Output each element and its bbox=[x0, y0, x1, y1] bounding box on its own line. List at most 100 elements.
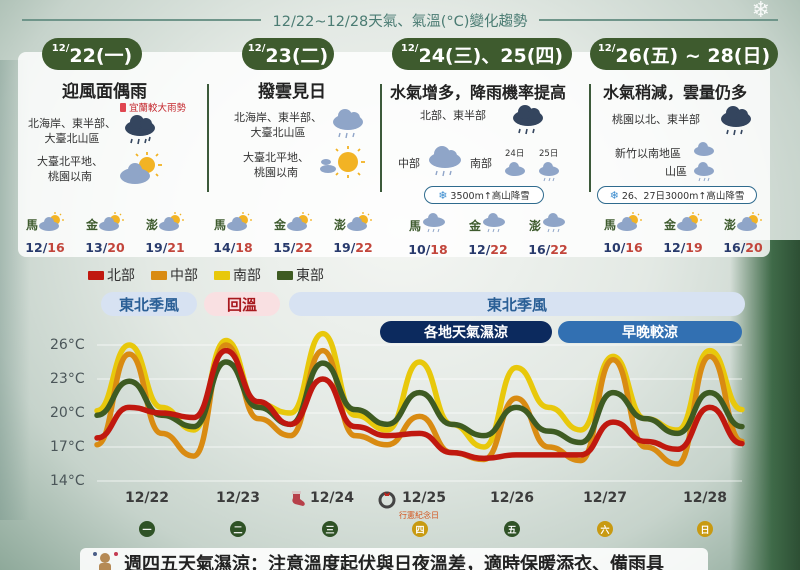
legend-swatch bbox=[88, 270, 104, 280]
forecast-panel bbox=[18, 52, 770, 257]
title-divider-left bbox=[22, 19, 261, 21]
legend-item-east: 東部 bbox=[277, 265, 324, 285]
date-month: 12/ bbox=[247, 42, 266, 54]
weekday-marker: 六 bbox=[597, 521, 613, 537]
island-temperature: 19/22 bbox=[333, 240, 373, 255]
snowflake-icon: ❄ bbox=[438, 188, 448, 202]
y-tick-14: 14°C bbox=[50, 473, 85, 489]
region-label-northeast: 北海岸、東半部、 大臺北山區 bbox=[28, 117, 116, 145]
island-temperature: 14/18 bbox=[213, 240, 253, 255]
x-tick-12-24: 12/24 bbox=[309, 490, 355, 506]
island-temperature: 10/16 bbox=[603, 240, 643, 255]
partly-sunny-icon bbox=[286, 212, 312, 236]
island-name: 金 bbox=[273, 217, 286, 232]
warning-note: 宜蘭較大雨勢 bbox=[120, 100, 186, 114]
region-label-central: 中部 bbox=[398, 157, 420, 170]
legend-swatch bbox=[277, 270, 293, 280]
light-rain-cloud-icon bbox=[429, 146, 461, 177]
weekday-marker: 日 bbox=[697, 521, 713, 537]
x-tick-12-28: 12/28 bbox=[682, 490, 728, 506]
series-line bbox=[94, 347, 745, 462]
partly-sunny-icon bbox=[98, 212, 124, 236]
series-line bbox=[94, 359, 745, 446]
headline-12-23: 撥雲見日 bbox=[258, 82, 326, 102]
island-name: 馬 bbox=[25, 217, 38, 232]
island-forecast: 馬 12/16 bbox=[22, 212, 68, 255]
region-label-south: 南部 bbox=[470, 157, 492, 170]
island-name: 馬 bbox=[408, 218, 421, 233]
footer-tip: 週四五天氣濕涼：注意溫度起伏與日夜溫差，適時保暖添衣、備雨具 bbox=[80, 548, 708, 570]
legend-item-central: 中部 bbox=[151, 265, 198, 285]
headline-12-26-28: 水氣稍減，雲量仍多 bbox=[603, 83, 748, 102]
light-rain-cloud-icon bbox=[333, 109, 363, 139]
island-name: 馬 bbox=[213, 217, 226, 232]
page-title: 12/22~12/28天氣、氣溫(°C)變化趨勢 bbox=[272, 13, 528, 30]
y-tick-26: 26°C bbox=[50, 337, 85, 353]
region-label-south: 新竹以南地區 bbox=[615, 147, 681, 160]
snowflake-decoration-icon: ❄ bbox=[751, 0, 770, 23]
date-month: 12/ bbox=[51, 42, 70, 54]
x-tick-12-25: 12/25 bbox=[401, 490, 447, 506]
island-forecast: 馬 14/18 bbox=[210, 212, 256, 255]
island-forecast: 金 13/20 bbox=[82, 212, 128, 255]
weekday-marker: 一 bbox=[139, 521, 155, 537]
island-forecast: 澎 19/22 bbox=[330, 212, 376, 255]
band-cool-mornings: 早晚較涼 bbox=[558, 321, 742, 343]
partly-sunny-icon bbox=[38, 212, 64, 236]
page-title-row: 12/22~12/28天氣、氣溫(°C)變化趨勢 bbox=[22, 10, 779, 30]
warning-icon bbox=[120, 103, 126, 112]
island-temperature: 19/21 bbox=[145, 240, 185, 255]
legend-item-south: 南部 bbox=[214, 265, 261, 285]
island-temperature: 12/16 bbox=[25, 240, 65, 255]
rain-icon bbox=[421, 212, 447, 238]
chart-legend: 北部 中部 南部 東部 bbox=[88, 265, 324, 285]
partly-sunny-icon bbox=[346, 212, 372, 236]
island-forecast: 澎 16/20 bbox=[720, 212, 766, 255]
cloud-icon bbox=[694, 142, 714, 156]
island-name: 金 bbox=[85, 217, 98, 232]
title-divider-right bbox=[539, 19, 779, 21]
island-temperature: 15/22 bbox=[273, 240, 313, 255]
island-temperature: 12/22 bbox=[468, 242, 508, 257]
island-temperature: 16/20 bbox=[723, 240, 763, 255]
band-ne-monsoon-1: 東北季風 bbox=[101, 292, 197, 316]
region-label-mountain: 山區 bbox=[665, 165, 687, 178]
region-label-plains: 大臺北平地、 桃園以南 bbox=[37, 155, 103, 183]
headline-12-22: 迎風面偶雨 bbox=[62, 82, 147, 102]
date-day: 24(三)、25(四) bbox=[418, 44, 564, 67]
legend-swatch bbox=[151, 270, 167, 280]
island-name: 金 bbox=[663, 217, 676, 232]
island-name: 澎 bbox=[333, 217, 346, 232]
partly-sunny-icon bbox=[120, 152, 162, 184]
footer-text: 週四五天氣濕涼：注意溫度起伏與日夜溫差，適時保暖添衣、備雨具 bbox=[124, 554, 664, 570]
gingerbread-man-icon bbox=[93, 552, 118, 570]
island-forecast: 金 12/19 bbox=[660, 212, 706, 255]
island-name: 馬 bbox=[603, 217, 616, 232]
warning-text: 宜蘭較大雨勢 bbox=[129, 103, 187, 114]
south-day-label-25: 25日 bbox=[539, 149, 559, 159]
y-tick-17: 17°C bbox=[50, 439, 85, 455]
date-month: 12/ bbox=[597, 42, 616, 54]
column-divider bbox=[207, 84, 209, 192]
rain-icon bbox=[541, 212, 567, 238]
x-tick-12-26: 12/26 bbox=[489, 490, 535, 506]
weekday-marker: 五 bbox=[504, 521, 520, 537]
weekday-marker: 二 bbox=[230, 521, 246, 537]
island-temperature: 13/20 bbox=[85, 240, 125, 255]
island-forecast: 馬 10/16 bbox=[600, 212, 646, 255]
column-divider bbox=[380, 84, 382, 192]
date-day: 26(五) ~ 28(日) bbox=[615, 44, 771, 67]
sunny-icon bbox=[320, 146, 365, 178]
y-tick-23: 23°C bbox=[50, 371, 85, 387]
island-forecast: 馬 10/18 bbox=[405, 212, 451, 257]
date-pill-12-22: 12/22(一) bbox=[42, 38, 142, 70]
date-pill-12-24-25: 12/24(三)、25(四) bbox=[392, 38, 572, 70]
island-forecast: 金 12/22 bbox=[465, 212, 511, 257]
partly-sunny-icon bbox=[736, 212, 762, 236]
region-label-north-east: 桃園以北、東半部 bbox=[612, 113, 700, 126]
partly-sunny-icon bbox=[158, 212, 184, 236]
island-name: 澎 bbox=[145, 217, 158, 232]
cloud-icon bbox=[505, 162, 525, 176]
partly-sunny-icon bbox=[616, 212, 642, 236]
